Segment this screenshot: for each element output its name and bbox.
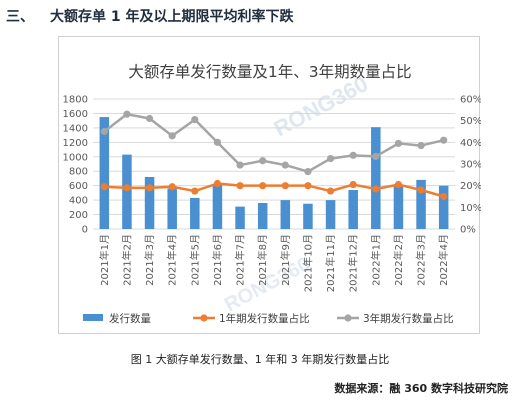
line-point bbox=[145, 114, 154, 123]
line-point bbox=[100, 127, 108, 136]
bar bbox=[212, 184, 223, 229]
line-point bbox=[417, 141, 425, 150]
bar bbox=[144, 177, 155, 229]
bar bbox=[416, 179, 426, 229]
chart-container: RONG360 RONG360 大额存单发行数量及1年、3年期数量占比 0 200 400… bbox=[58, 36, 481, 334]
x-tick-label: 2022年4月 bbox=[437, 234, 450, 286]
line-point bbox=[281, 161, 289, 169]
line-point bbox=[100, 183, 108, 191]
bar bbox=[348, 190, 358, 229]
bar bbox=[99, 117, 110, 229]
line-point bbox=[349, 151, 357, 159]
legend-marker bbox=[344, 314, 352, 322]
line-point bbox=[372, 152, 380, 161]
x-tick-label: 2021年8月 bbox=[256, 234, 269, 286]
line-point bbox=[394, 139, 403, 148]
x-tick-label: 2022年3月 bbox=[415, 234, 428, 286]
y-left-tick-label: 200 bbox=[69, 210, 88, 221]
line-point bbox=[349, 180, 357, 189]
legend-marker bbox=[200, 314, 208, 322]
line-point bbox=[213, 179, 222, 188]
y-left-tick-label: 600 bbox=[69, 181, 88, 192]
line-point bbox=[168, 183, 176, 191]
line-point bbox=[417, 186, 425, 194]
line-point bbox=[259, 157, 267, 165]
section-number: 三、 bbox=[6, 9, 34, 25]
line-point bbox=[191, 115, 199, 124]
line-point bbox=[304, 167, 312, 176]
line-point bbox=[326, 187, 335, 195]
x-tick-label: 2021年11月 bbox=[324, 234, 337, 292]
line-point bbox=[236, 182, 244, 190]
line-point bbox=[168, 132, 176, 140]
watermark-text: RONG360 bbox=[270, 71, 372, 141]
x-tick-label: 2021年4月 bbox=[166, 234, 179, 286]
x-tick-label: 2021年6月 bbox=[211, 234, 224, 286]
y-left-tick-label: 0 bbox=[82, 225, 88, 236]
x-tick-label: 2021年2月 bbox=[120, 234, 133, 286]
x-tick-label: 2021年3月 bbox=[143, 234, 156, 286]
x-tick-label: 2022年2月 bbox=[392, 234, 405, 286]
y-left-tick-label: 400 bbox=[69, 196, 88, 207]
figure-caption: 图 1 大额存单发行数量、1 年和 3 年期发行数量占比 bbox=[130, 353, 390, 366]
line-point bbox=[304, 182, 312, 190]
series-line bbox=[104, 182, 445, 198]
bar bbox=[280, 200, 291, 229]
x-tick-label: 2021年1月 bbox=[98, 234, 111, 286]
x-tick-label: 2021年5月 bbox=[188, 234, 201, 286]
line-point bbox=[213, 138, 222, 146]
y-left-tick-label: 1200 bbox=[63, 138, 88, 149]
bar bbox=[325, 200, 336, 229]
combo-chart: RONG360RONG360大额存单发行数量及1年、3年期数量占比0200400… bbox=[63, 63, 481, 325]
y-right-tick-label: 10% bbox=[460, 203, 481, 214]
line-point bbox=[236, 161, 244, 169]
figure-source: 数据来源：融 360 数字科技研究院 bbox=[334, 382, 508, 395]
line-point bbox=[123, 110, 131, 118]
bar bbox=[167, 188, 177, 229]
y-left-tick-label: 1400 bbox=[63, 123, 88, 134]
line-point bbox=[123, 184, 131, 192]
x-tick-label: 2021年7月 bbox=[234, 234, 247, 286]
legend-swatch bbox=[83, 314, 103, 321]
y-right-tick-label: 50% bbox=[460, 116, 481, 127]
y-right-tick-label: 20% bbox=[460, 181, 481, 192]
bar bbox=[438, 185, 449, 229]
y-right-tick-label: 0% bbox=[460, 225, 476, 236]
y-right-tick-label: 30% bbox=[460, 160, 481, 171]
y-left-tick-label: 1600 bbox=[63, 109, 88, 120]
chart-title: 大额存单发行数量及1年、3年期数量占比 bbox=[128, 63, 411, 81]
y-right-tick-label: 60% bbox=[460, 95, 481, 106]
series-line bbox=[103, 112, 444, 173]
y-left-tick-label: 1000 bbox=[63, 152, 88, 163]
bar bbox=[371, 127, 381, 229]
legend-label: 1年期发行数量占比 bbox=[219, 312, 310, 325]
bar bbox=[190, 197, 200, 229]
line-point bbox=[145, 184, 154, 192]
legend-label: 3年期发行数量占比 bbox=[363, 312, 454, 325]
y-left-tick-label: 1800 bbox=[63, 95, 88, 106]
bar bbox=[122, 154, 132, 229]
y-left-tick-label: 800 bbox=[69, 167, 88, 178]
bar bbox=[257, 203, 268, 229]
y-right-tick-label: 40% bbox=[460, 138, 481, 149]
line-point bbox=[259, 182, 267, 190]
x-tick-label: 2022年1月 bbox=[369, 234, 382, 286]
line-point bbox=[281, 182, 289, 190]
line-point bbox=[326, 154, 335, 163]
legend-label: 发行数量 bbox=[109, 312, 151, 325]
bar bbox=[393, 185, 404, 229]
line-point bbox=[394, 180, 403, 189]
bar bbox=[235, 206, 245, 229]
line-point bbox=[372, 185, 380, 193]
section-heading: 三、 大额存单 1 年及以上期限平均利率下跌 bbox=[6, 6, 294, 26]
section-title: 大额存单 1 年及以上期限平均利率下跌 bbox=[50, 9, 294, 25]
line-point bbox=[191, 187, 199, 195]
line-point bbox=[440, 136, 448, 144]
x-tick-label: 2021年9月 bbox=[279, 234, 292, 286]
x-tick-label: 2021年10月 bbox=[301, 234, 314, 292]
line-point bbox=[440, 192, 448, 201]
bar bbox=[303, 203, 313, 229]
x-tick-label: 2021年12月 bbox=[347, 234, 360, 292]
